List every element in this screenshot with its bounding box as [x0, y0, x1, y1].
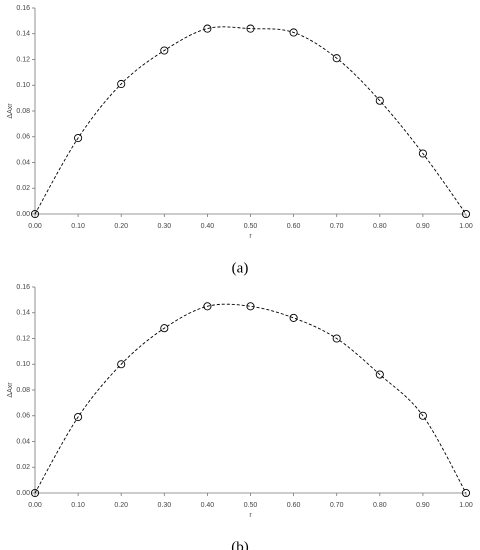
y-tick-label: 0.06 — [16, 134, 30, 141]
data-point — [332, 334, 341, 343]
x-tick-label: 0.40 — [201, 502, 215, 509]
y-tick-label: 0.02 — [16, 185, 30, 192]
y-tick-label: 0.00 — [16, 211, 30, 218]
data-point — [375, 370, 384, 379]
y-tick-label: 0.12 — [16, 335, 30, 342]
data-point — [160, 46, 169, 55]
y-tick-label: 0.16 — [16, 5, 30, 12]
x-axis-label: r — [249, 233, 252, 240]
fit-curve — [34, 26, 467, 215]
y-tick-label: 0.12 — [16, 56, 30, 63]
x-axis-label: r — [249, 512, 252, 519]
x-tick-label: 0.20 — [114, 223, 128, 230]
x-tick-label: 0.60 — [287, 502, 301, 509]
fit-curve — [34, 303, 467, 494]
data-point — [375, 96, 384, 105]
data-point — [461, 209, 471, 219]
x-tick-label: 0.10 — [71, 223, 85, 230]
y-tick-label: 0.04 — [16, 438, 30, 445]
x-tick-label: 0.00 — [28, 502, 42, 509]
x-tick-label: 0.30 — [157, 502, 171, 509]
data-point — [418, 149, 427, 158]
data-point — [289, 28, 298, 37]
data-point — [332, 54, 341, 63]
y-tick-label: 0.14 — [16, 310, 30, 317]
y-tick-label: 0.08 — [16, 387, 30, 394]
data-point — [117, 360, 126, 369]
data-point — [74, 412, 83, 422]
y-axis-label: ΔAxr — [7, 382, 14, 398]
data-point — [246, 302, 255, 311]
data-point — [246, 24, 255, 33]
x-tick-label: 0.90 — [416, 502, 430, 509]
x-tick-label: 0.60 — [287, 223, 301, 230]
y-tick-label: 0.14 — [16, 31, 30, 38]
x-tick-label: 0.00 — [28, 223, 42, 230]
data-point — [30, 209, 40, 219]
data-point — [117, 79, 126, 89]
y-tick-label: 0.04 — [16, 159, 30, 166]
data-point — [203, 24, 212, 33]
x-tick-label: 0.70 — [330, 502, 344, 509]
y-tick-label: 0.10 — [16, 82, 30, 89]
data-point — [160, 324, 169, 333]
data-point — [461, 488, 471, 498]
x-tick-label: 0.40 — [201, 223, 215, 230]
x-tick-label: 1.00 — [459, 223, 473, 230]
x-tick-label: 0.80 — [373, 502, 387, 509]
data-point — [74, 133, 83, 143]
y-tick-label: 0.00 — [16, 490, 30, 497]
y-tick-label: 0.16 — [16, 284, 30, 291]
data-point — [289, 313, 298, 322]
x-tick-label: 0.30 — [157, 223, 171, 230]
x-tick-label: 0.10 — [71, 502, 85, 509]
data-point — [203, 302, 212, 311]
y-axis-label: ΔAxr — [7, 103, 14, 119]
x-tick-label: 0.80 — [373, 223, 387, 230]
data-point — [30, 488, 40, 498]
x-tick-label: 0.70 — [330, 223, 344, 230]
caption: (b) — [231, 539, 249, 550]
y-tick-label: 0.10 — [16, 361, 30, 368]
x-tick-label: 0.90 — [416, 223, 430, 230]
y-tick-label: 0.08 — [16, 108, 30, 115]
x-tick-label: 0.50 — [244, 502, 258, 509]
caption: (a) — [232, 260, 249, 276]
y-tick-label: 0.02 — [16, 464, 30, 471]
x-tick-label: 0.20 — [114, 502, 128, 509]
y-tick-label: 0.06 — [16, 413, 30, 420]
x-tick-label: 1.00 — [459, 502, 473, 509]
x-tick-label: 0.50 — [244, 223, 258, 230]
data-point — [418, 411, 427, 420]
